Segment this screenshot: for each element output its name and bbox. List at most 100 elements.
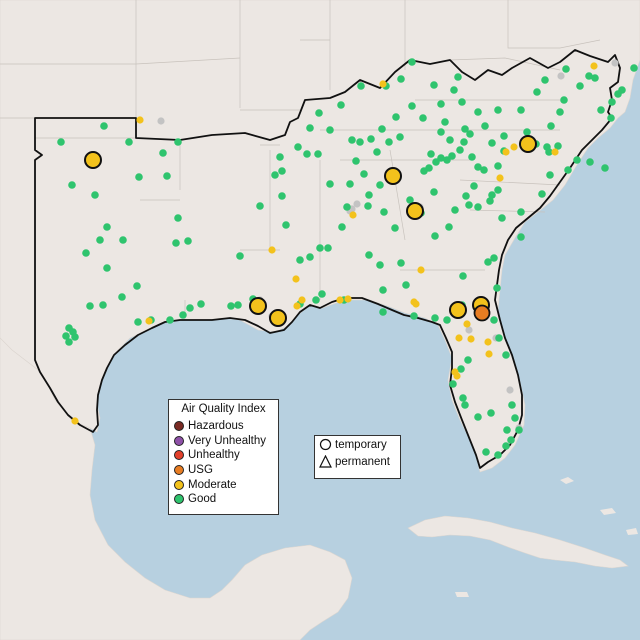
site-marker-good — [608, 98, 616, 106]
site-marker-no-data — [465, 326, 473, 334]
site-marker-good — [430, 188, 438, 196]
site-marker-good — [385, 138, 393, 146]
site-marker-good — [560, 96, 568, 104]
site-marker-good — [502, 351, 510, 359]
site-marker-good — [318, 290, 326, 298]
site-marker-good — [174, 138, 182, 146]
legend-label: Good — [188, 493, 217, 506]
site-marker-good — [360, 170, 368, 178]
site-marker-good — [533, 88, 541, 96]
site-marker-good — [430, 81, 438, 89]
site-marker-good — [357, 82, 365, 90]
site-marker-good — [431, 232, 439, 240]
site-marker-good — [96, 236, 104, 244]
site-marker-good — [406, 196, 414, 204]
site-marker-good — [326, 180, 334, 188]
site-marker-moderate — [344, 295, 352, 303]
site-marker-good — [338, 223, 346, 231]
site-marker-good — [373, 148, 381, 156]
site-marker-good — [498, 214, 506, 222]
site-marker-good — [460, 138, 468, 146]
site-marker-good — [278, 167, 286, 175]
site-marker-good — [468, 153, 476, 161]
site-marker-good — [517, 208, 525, 216]
site-marker-good — [488, 191, 496, 199]
site-marker-good — [458, 98, 466, 106]
legend-item-very-unhealthy: Very Unhealthy — [169, 434, 278, 449]
site-marker-good — [376, 261, 384, 269]
site-marker-good — [508, 401, 516, 409]
site-marker-good — [515, 426, 523, 434]
site-marker-good — [135, 173, 143, 181]
site-marker-good — [517, 233, 525, 241]
legend-label: Hazardous — [188, 420, 244, 433]
site-marker-moderate — [71, 417, 79, 425]
site-marker-good — [379, 308, 387, 316]
site-marker-moderate — [467, 335, 475, 343]
site-marker-good — [326, 126, 334, 134]
site-marker-good — [356, 138, 364, 146]
cuba — [407, 515, 629, 569]
site-marker-good — [503, 426, 511, 434]
site-marker-moderate — [336, 296, 344, 304]
site-marker-moderate — [485, 350, 493, 358]
site-marker-good — [591, 74, 599, 82]
site-marker-good — [462, 192, 470, 200]
site-marker-moderate — [268, 246, 276, 254]
site-marker-good — [57, 138, 65, 146]
site-marker-good — [456, 146, 464, 154]
site-marker-good — [470, 182, 478, 190]
site-marker-good — [380, 208, 388, 216]
site-marker-good — [392, 113, 400, 121]
site-marker-good — [410, 312, 418, 320]
site-marker-moderate — [496, 174, 504, 182]
site-marker-good — [379, 286, 387, 294]
site-marker-good — [276, 153, 284, 161]
legend-label: permanent — [335, 455, 390, 468]
site-marker-good — [364, 202, 372, 210]
site-marker-good — [346, 180, 354, 188]
site-marker-good — [376, 181, 384, 189]
site-marker-good — [68, 181, 76, 189]
site-marker-good — [437, 128, 445, 136]
legend-label: temporary — [335, 438, 387, 451]
site-marker-good — [517, 106, 525, 114]
site-marker-good — [449, 380, 457, 388]
site-marker-good — [507, 436, 515, 444]
site-marker-moderate — [463, 320, 471, 328]
temporary-site-moderate — [84, 151, 102, 169]
temporary-site-moderate — [519, 135, 537, 153]
site-marker-good — [166, 316, 174, 324]
very-unhealthy-swatch — [174, 435, 184, 446]
site-marker-good — [500, 132, 508, 140]
site-marker-good — [431, 314, 439, 322]
site-marker-good — [437, 100, 445, 108]
site-marker-good — [134, 318, 142, 326]
site-marker-good — [457, 365, 465, 373]
site-marker-good — [586, 158, 594, 166]
site-marker-good — [482, 448, 490, 456]
site-marker-moderate — [412, 300, 420, 308]
site-marker-good — [174, 214, 182, 222]
temporary-site-moderate — [269, 309, 287, 327]
site-marker-good — [312, 296, 320, 304]
legend-item-hazardous: Hazardous — [169, 419, 278, 434]
site-marker-good — [378, 125, 386, 133]
site-marker-moderate — [293, 302, 301, 310]
site-marker-good — [474, 108, 482, 116]
unhealthy-swatch — [174, 450, 184, 461]
site-marker-good — [397, 259, 405, 267]
site-marker-good — [163, 172, 171, 180]
site-marker-good — [523, 128, 531, 136]
site-marker-good — [614, 90, 622, 98]
legend-item-permanent: permanent — [315, 453, 400, 470]
site-marker-good — [461, 401, 469, 409]
site-marker-good — [446, 136, 454, 144]
site-marker-good — [324, 244, 332, 252]
triangle-icon — [319, 455, 332, 468]
site-marker-good — [86, 302, 94, 310]
legend-label: USG — [188, 464, 213, 477]
site-marker-good — [315, 109, 323, 117]
site-marker-good — [545, 148, 553, 156]
